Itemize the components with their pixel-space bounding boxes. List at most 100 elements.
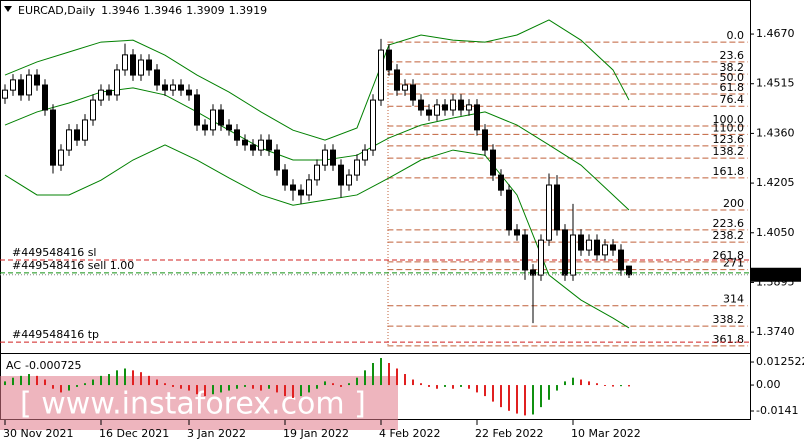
high: 1.3946 (144, 4, 183, 17)
candle-body (482, 129, 488, 151)
candle-body (250, 144, 256, 151)
candle-body (378, 49, 384, 101)
fib-label: 161.8 (713, 165, 745, 178)
x-tick-label: 16 Dec 2021 (99, 427, 169, 440)
candle-body (194, 94, 200, 126)
x-tick-label: 10 Mar 2022 (571, 427, 641, 440)
candle-body (42, 84, 48, 111)
candle-body (594, 239, 600, 256)
candle-body (274, 149, 280, 171)
candle-body (458, 99, 464, 111)
candle-body (26, 74, 32, 96)
candle-body (466, 104, 472, 111)
candle-body (202, 124, 208, 131)
x-tick-label: 4 Feb 2022 (379, 427, 440, 440)
fib-label: 100.0 (713, 113, 745, 126)
low: 1.3909 (186, 4, 225, 17)
candle-body (314, 164, 320, 181)
fib-label: 23.6 (720, 49, 745, 62)
fib-label: 361.8 (713, 333, 745, 346)
candle-body (354, 159, 360, 176)
candle-body (546, 184, 552, 241)
candle-body (282, 169, 288, 186)
fib-label: 0.0 (727, 29, 745, 42)
candle-body (346, 174, 352, 186)
candle-body (122, 54, 128, 71)
candle-body (410, 84, 416, 101)
symbol: EURCAD,Daily (18, 4, 96, 17)
candle-body (626, 265, 632, 276)
fib-label: 338.2 (713, 313, 745, 326)
watermark-box (0, 376, 398, 430)
fib-label: 271 (723, 257, 744, 270)
x-tick-label: 30 Nov 2021 (3, 427, 73, 440)
candle-body (170, 84, 176, 91)
candle-body (178, 84, 184, 91)
candle-body (226, 124, 232, 131)
candle-body (242, 139, 248, 146)
order-label: #449548416 sl (12, 246, 97, 259)
candle-body (218, 109, 224, 126)
candle-body (130, 54, 136, 76)
candle-body (338, 164, 344, 186)
candle-body (522, 234, 528, 271)
open: 1.3946 (101, 4, 140, 17)
candle-body (370, 99, 376, 151)
fib-label: 138.2 (713, 145, 745, 158)
candle-body (210, 109, 216, 131)
candle-body (114, 69, 120, 96)
candle-body (426, 109, 432, 116)
candle-body (98, 89, 104, 101)
y-tick-label: 1.3740 (756, 325, 795, 338)
candle-body (186, 89, 192, 96)
candle-body (402, 84, 408, 91)
y-tick-label: 1.4670 (756, 27, 795, 40)
indicator-value: -0.000725 (25, 359, 81, 372)
candle-body (434, 104, 440, 116)
x-tick-label: 3 Jan 2022 (187, 427, 246, 440)
candle-body (538, 239, 544, 276)
candle-body (578, 234, 584, 251)
candle-body (138, 59, 144, 76)
fib-label: 223.6 (713, 217, 745, 230)
candle-body (330, 149, 336, 166)
candle-body (18, 79, 24, 96)
candle-body (74, 129, 80, 141)
y-tick-label: 1.4360 (756, 126, 795, 139)
watermark: [ www.instaforex.com ] (20, 387, 366, 422)
price-box (751, 267, 801, 282)
candle-body (258, 139, 264, 151)
candle-body (66, 129, 72, 151)
candle-body (322, 149, 328, 166)
candle-body (106, 89, 112, 96)
x-tick-label: 22 Feb 2022 (475, 427, 543, 440)
fib-label: 123.6 (713, 133, 745, 146)
chart-header: EURCAD,Daily 1.3946 1.3946 1.3909 1.3919 (18, 4, 267, 17)
y-tick-label: 1.4205 (756, 176, 795, 189)
candle-body (386, 49, 392, 71)
watermark-group: [ www.instaforex.com ] (0, 376, 398, 430)
candle-body (498, 174, 504, 191)
fib-label: 61.8 (720, 81, 745, 94)
band-line (4, 19, 630, 141)
order-label: #449548416 tp (12, 328, 99, 341)
fib-label: 314 (723, 293, 744, 306)
candle-body (490, 149, 496, 176)
fib-label: 50.0 (720, 71, 745, 84)
indicator-tick-label: 0.00 (756, 378, 781, 391)
candle-body (618, 249, 624, 271)
candle-body (298, 189, 304, 196)
fib-label: 110.0 (713, 121, 745, 134)
candle-body (562, 229, 568, 276)
candle-body (162, 84, 168, 91)
candle-body (418, 99, 424, 111)
candle-body (50, 109, 56, 166)
candle-body (90, 99, 96, 121)
candle-body (266, 139, 272, 151)
menu-marker (4, 6, 12, 12)
fib-label: 200 (723, 197, 744, 210)
candle-body (554, 184, 560, 231)
indicator-tick-label: 0.012522 (756, 355, 804, 368)
candle-body (442, 104, 448, 111)
